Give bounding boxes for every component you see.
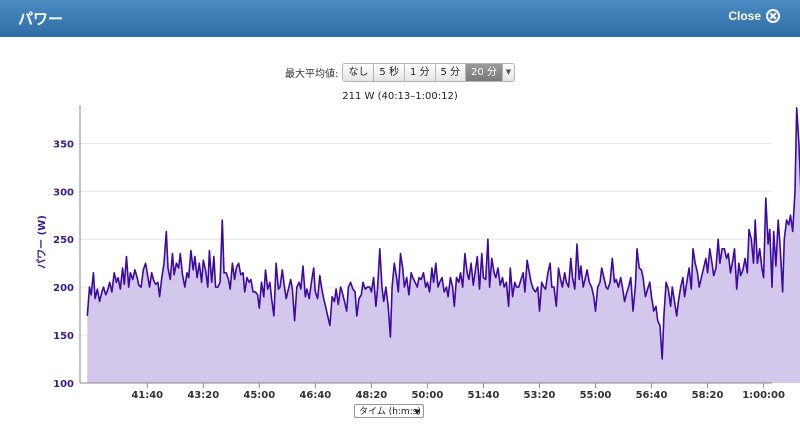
averaging-option-5m[interactable]: 5 分 (435, 64, 467, 81)
power-series-line (86, 107, 800, 360)
x-tick-label: 58:20 (692, 390, 724, 401)
title-bar: パワー Close (0, 0, 800, 37)
x-tick-label: 56:40 (636, 390, 668, 401)
averaging-option-5s[interactable]: 5 秒 (374, 64, 405, 81)
chart-axes (79, 105, 772, 388)
x-tick-label: 53:20 (524, 390, 556, 401)
y-tick-label: 200 (53, 283, 74, 294)
chevron-down-icon: ▼ (414, 408, 420, 416)
averaging-selector: 最大平均値: なし 5 秒 1 分 5 分 20 分 ▼ (0, 63, 800, 82)
y-tick-label: 300 (53, 187, 74, 198)
y-tick-label: 250 (53, 235, 74, 246)
max-average-range-label: 211 W (40:13–1:00:12) (342, 91, 458, 102)
x-tick-label: 41:40 (131, 390, 163, 401)
x-tick-labels: 41:40 43:20 45:00 46:40 48:20 50:00 51:40 53:20… (131, 390, 785, 401)
averaging-option-none[interactable]: なし (343, 64, 375, 81)
averaging-option-20m[interactable]: 20 分 (466, 64, 503, 81)
x-tick-label: 45:00 (243, 390, 275, 401)
y-tick-label: 150 (53, 331, 74, 342)
y-tick-label: 350 (53, 139, 74, 150)
close-circle-icon[interactable] (766, 9, 780, 23)
averaging-dropdown-arrow-icon[interactable]: ▼ (502, 64, 514, 81)
averaging-label: 最大平均値: (285, 69, 339, 80)
y-tick-labels: 100 150 200 250 300 350 (53, 139, 74, 390)
close-label: Close (728, 9, 761, 23)
averaging-segmented-control: なし 5 秒 1 分 5 分 20 分 ▼ (342, 63, 515, 82)
x-axis-unit-select[interactable]: タイム (h:m:s) ▼ (354, 404, 424, 418)
window-title: パワー (18, 10, 64, 28)
close-button[interactable]: Close (728, 9, 780, 23)
y-axis-label: パワー (W) (36, 215, 48, 269)
x-tick-label: 55:00 (580, 390, 612, 401)
x-tick-label: 46:40 (299, 390, 331, 401)
averaging-option-1m[interactable]: 1 分 (404, 64, 436, 81)
power-area-fill (87, 107, 800, 383)
y-tick-label: 100 (53, 379, 74, 390)
x-tick-label: 50:00 (411, 390, 443, 401)
x-tick-label: 1:00:00 (742, 390, 785, 401)
x-tick-label: 48:20 (355, 390, 387, 401)
x-tick-label: 51:40 (468, 390, 500, 401)
x-tick-label: 43:20 (187, 390, 219, 401)
x-axis-unit-value: タイム (h:m:s) (359, 407, 421, 417)
